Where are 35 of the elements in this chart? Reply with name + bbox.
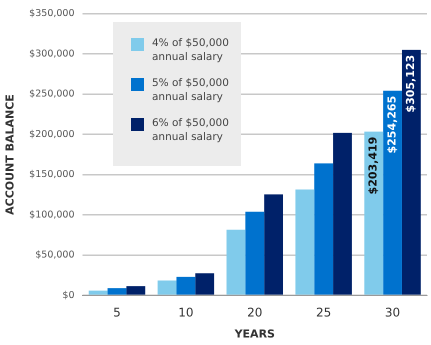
legend-label: 5% of $50,000 annual salary: [152, 76, 230, 104]
x-tick-label: 5: [113, 306, 121, 320]
data-label: $254,265: [385, 96, 398, 154]
bar: [245, 212, 264, 295]
y-tick-label: $200,000: [29, 128, 75, 140]
bar: [314, 163, 334, 295]
y-tick-label: $0: [62, 290, 75, 301]
legend-label: 6% of $50,000 annual salary: [152, 116, 230, 144]
bar: [88, 290, 108, 295]
y-tick-label: $350,000: [29, 8, 75, 20]
y-tick-label: $100,000: [29, 209, 75, 220]
y-tick-label: $250,000: [29, 88, 75, 100]
x-tick-label: 30: [384, 306, 400, 320]
x-tick-label: 20: [247, 306, 262, 320]
legend-label: 4% of $50,000 annual salary: [152, 36, 230, 64]
bar: [383, 90, 402, 295]
bar: [108, 288, 126, 295]
bar: [176, 276, 196, 295]
bar: [402, 50, 421, 295]
x-axis-title: YEARS: [234, 327, 276, 340]
x-tick-label: 10: [178, 306, 194, 320]
bar: [126, 286, 146, 295]
y-tick-label: $50,000: [35, 250, 75, 261]
bar: [195, 273, 214, 295]
bar: [264, 194, 284, 295]
x-tick-label: 25: [316, 306, 332, 320]
y-axis-title: ACCOUNT BALANCE: [3, 94, 16, 215]
y-tick-label: $300,000: [29, 48, 75, 60]
bar: [158, 280, 176, 295]
data-label: $203,419: [366, 136, 380, 194]
bar: [295, 190, 314, 295]
y-tick-label: $150,000: [29, 169, 75, 180]
data-label: $305,123: [404, 54, 418, 113]
bar: [333, 132, 352, 295]
bar: [226, 230, 246, 295]
